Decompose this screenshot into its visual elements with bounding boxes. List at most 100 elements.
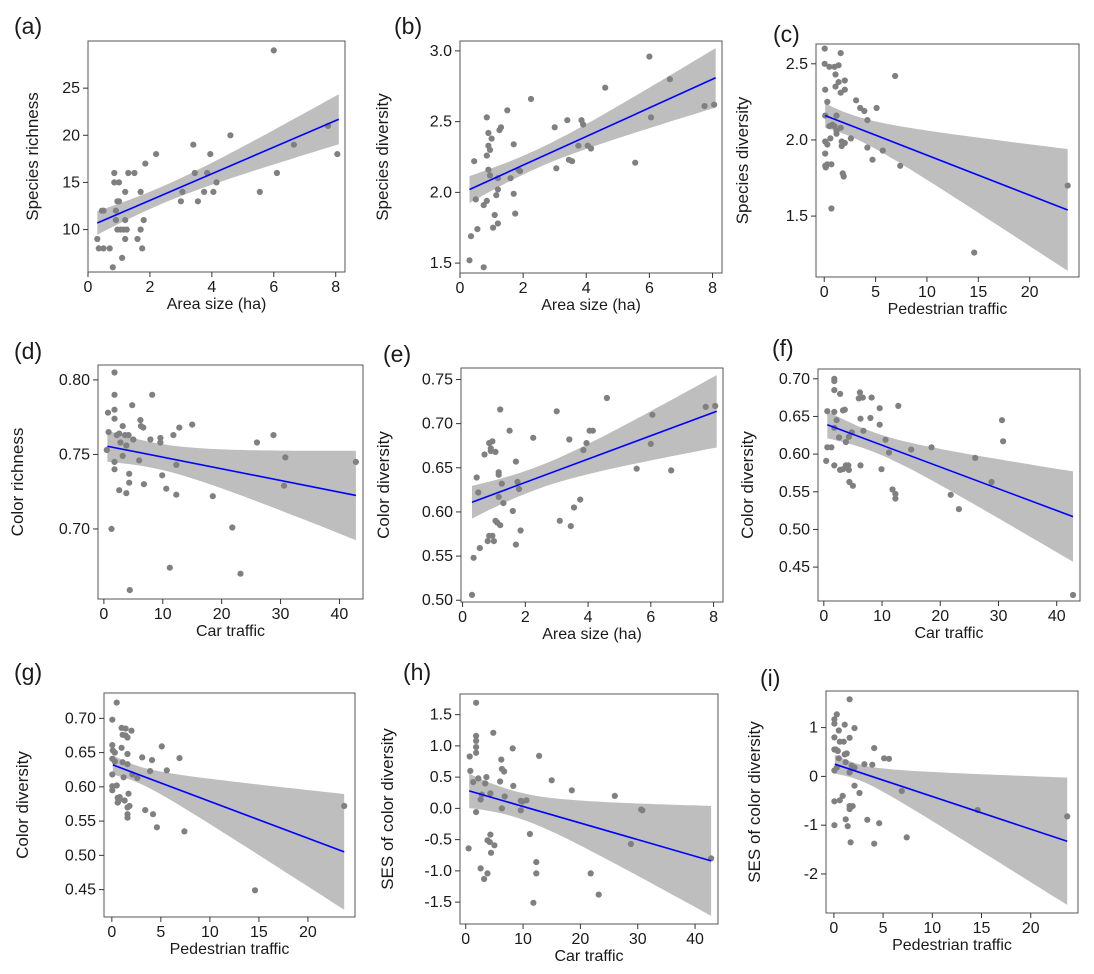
data-point [506,427,513,434]
data-point [567,523,574,530]
data-point [497,778,504,785]
data-point [119,452,126,459]
y-tick-label: 0.5 [430,769,452,786]
data-point [861,761,868,768]
data-point [828,161,835,168]
data-point [897,162,904,169]
data-point [124,734,131,741]
data-point [869,156,876,163]
data-point [470,554,477,561]
data-point [100,207,107,214]
data-point [647,114,655,121]
data-point [841,406,848,413]
data-point [142,160,149,167]
data-point [512,458,520,465]
y-tick-label: 0.60 [422,504,453,521]
data-point [190,141,197,148]
data-point [526,830,534,838]
y-tick-label: -1.0 [424,863,452,880]
data-point [824,141,831,148]
data-point [139,754,146,761]
plot-frame [817,368,1081,602]
data-point [564,117,571,124]
data-point [831,734,838,741]
confidence-band [834,754,1068,905]
data-point [159,472,166,479]
data-point [112,217,119,224]
data-point [892,72,899,80]
data-point [840,173,847,180]
confidence-band [469,773,712,916]
data-point [207,151,214,158]
data-point [104,409,112,416]
confidence-band [472,375,717,519]
data-point [484,870,491,877]
data-point [832,71,839,78]
data-point [831,822,838,829]
y-tick-label: 2.0 [786,132,808,149]
data-point [492,448,499,455]
data-point [123,442,130,449]
panel-h: (h) 0 10 20 30 40 -1.5 -1.0 -0.5 0.0 0.5 1.0 1.5 Car … [378,659,719,965]
data-point [569,158,576,165]
data-point [210,188,217,195]
data-point [577,496,584,503]
data-point [580,121,587,128]
data-point [170,432,177,439]
data-point [510,190,517,197]
data-point [512,541,520,548]
y-axis-label: SES of color diversity [745,721,764,883]
data-point [482,780,489,787]
data-point [491,842,498,849]
y-tick-label: 0.0 [430,800,452,817]
data-point [603,394,611,402]
y-axis-label: Color diversity [374,431,393,539]
regression-line [827,423,1074,518]
plot-frame [460,367,724,603]
x-tick-label: 5 [871,284,880,301]
data-point [837,50,844,57]
data-point [500,500,507,507]
x-tick-label: 20 [1021,284,1039,301]
data-point [229,524,236,531]
data-point [179,188,186,195]
data-point [109,787,116,794]
data-point [477,796,484,803]
data-point [486,172,494,179]
panel-label: (a) [14,13,42,39]
data-point [115,198,123,205]
data-point [489,438,496,445]
data-point [334,151,341,158]
data-point [509,745,516,752]
data-point [856,389,864,396]
x-tick-label: 30 [272,606,290,623]
data-point [861,107,868,115]
data-point [868,394,875,401]
y-tick-label: 0.80 [59,372,90,389]
data-point [971,249,978,256]
data-point [885,755,893,762]
data-point [473,737,480,745]
data-point [112,207,119,214]
data-point [111,466,118,473]
data-point [611,792,618,800]
data-point [666,76,674,83]
y-tick-label: 0.75 [422,371,453,388]
y-tick-label: 1.5 [430,707,452,724]
data-point [163,767,170,774]
data-point [1064,182,1071,189]
y-tick-label: 1 [809,720,818,737]
regression-line [471,410,718,503]
data-point [488,135,495,142]
data-point [527,95,535,103]
data-point [487,447,494,455]
data-point [509,507,516,515]
y-axis-label: Color diversity [13,751,32,859]
data-point [711,101,718,108]
data-point [847,135,855,142]
data-point [489,532,496,539]
data-point [833,130,840,137]
data-point [497,522,504,529]
data-point [494,186,501,193]
data-point [501,793,508,800]
